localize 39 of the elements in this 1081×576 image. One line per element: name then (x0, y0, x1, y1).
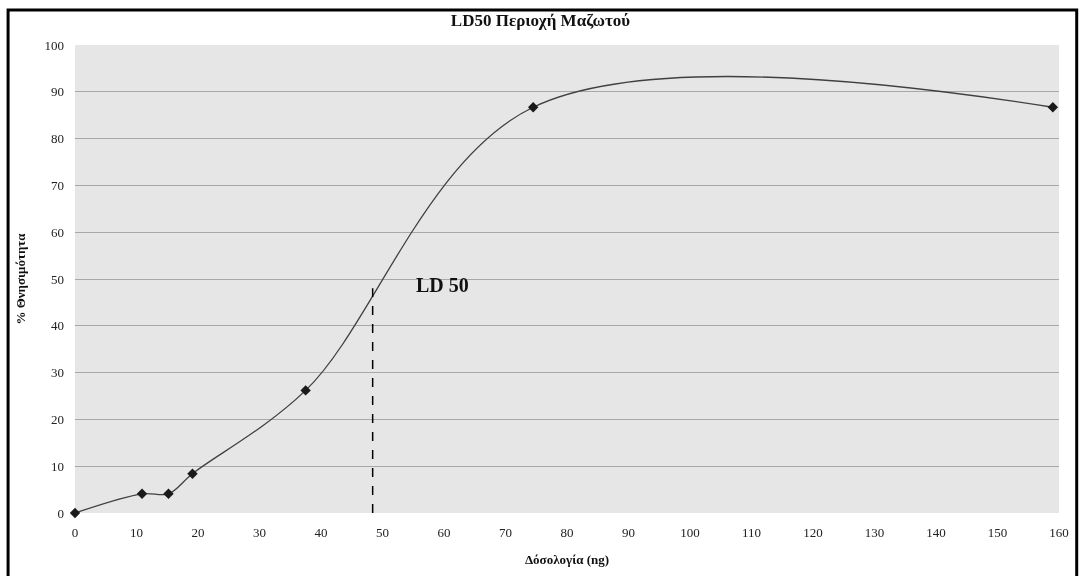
point (300, 385, 311, 396)
x-tick-label: 0 (71, 525, 79, 540)
x-tick-label: 60 (437, 525, 451, 540)
x-tick-label: 100 (680, 525, 700, 540)
y-tick-label: 20 (51, 411, 64, 427)
annotation: LD 50 (416, 274, 469, 296)
point (527, 102, 539, 113)
point (1047, 102, 1059, 113)
x-tick-label: 50 (376, 525, 389, 540)
x-tick-label: 30 (253, 525, 266, 540)
x-tick-label: 10 (130, 525, 143, 540)
x-tick-label: 20 (191, 525, 205, 540)
y-tick-label: 100 (44, 37, 64, 53)
y-tick-label: 30 (51, 365, 64, 381)
point (69, 507, 81, 519)
x-tick-label: 150 (987, 525, 1008, 540)
x-tick-label: 40 (314, 525, 328, 540)
y-tick-label: 10 (51, 458, 64, 474)
y-tick-label: 0 (57, 505, 64, 521)
y-tick-label: 50 (51, 271, 64, 287)
x-tick-label: 140 (926, 525, 946, 540)
x-axis-title: Δόσολογία (ng) (524, 551, 610, 567)
y-tick-label: 70 (51, 177, 64, 193)
x-tick-label: 120 (803, 525, 823, 540)
point (187, 468, 198, 479)
x-tick-label: 70 (499, 525, 512, 540)
x-tick-label: 80 (560, 525, 574, 540)
point (163, 488, 174, 500)
y-axis-title: % Θνησιμότητα (13, 232, 29, 325)
y-tick-label: 40 (51, 318, 64, 334)
x-tick-label: 130 (864, 525, 885, 540)
y-tick-label: 80 (51, 131, 64, 147)
x-tick-label: 160 (1049, 525, 1069, 540)
y-tick-label: 60 (51, 224, 64, 240)
point (136, 488, 148, 500)
chart-title: LD50 Περιοχή Μαζωτού (450, 11, 631, 31)
x-tick-label: 110 (741, 525, 762, 540)
y-tick-label: 90 (51, 84, 64, 100)
x-tick-label: 90 (622, 525, 635, 540)
